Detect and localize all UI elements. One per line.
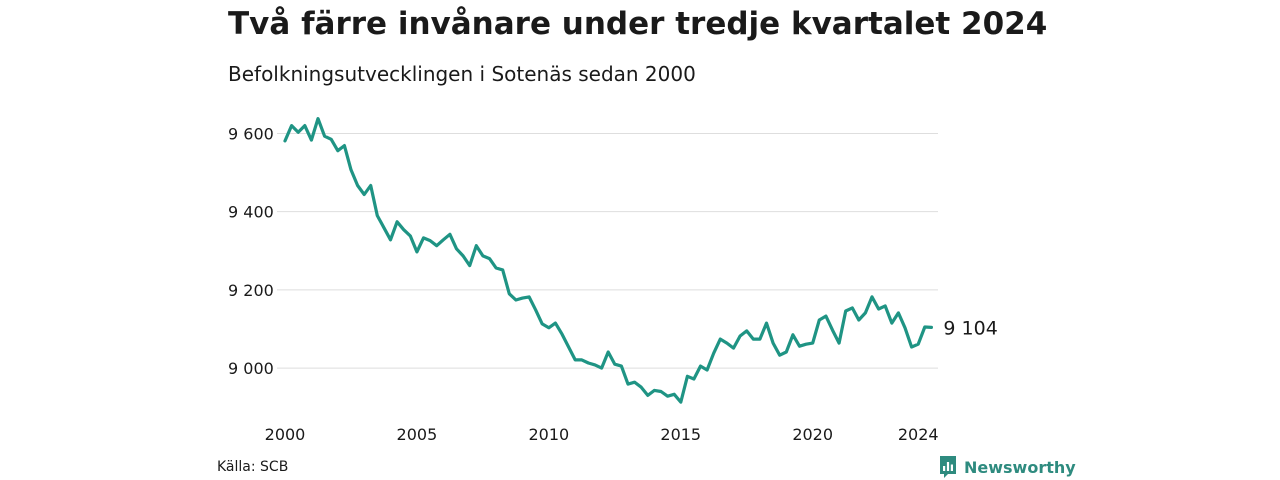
newsworthy-logo-icon: [940, 456, 956, 478]
x-tick-label: 2020: [792, 425, 833, 444]
x-tick-label: 2005: [397, 425, 438, 444]
chart-title: Två färre invånare under tredje kvartale…: [228, 6, 1048, 42]
y-tick-label: 9 600: [228, 124, 274, 143]
x-tick-label: 2000: [265, 425, 306, 444]
chart-subtitle: Befolkningsutvecklingen i Sotenäs sedan …: [228, 62, 696, 86]
y-tick-label: 9 400: [228, 203, 274, 222]
series-line: [283, 116, 934, 404]
y-tick-label: 9 000: [228, 359, 274, 378]
source-note: Källa: SCB: [217, 459, 289, 475]
x-tick-label: 2015: [660, 425, 701, 444]
x-tick-label: 2010: [528, 425, 569, 444]
y-tick-label: 9 200: [228, 281, 274, 300]
brand-name: Newsworthy: [964, 457, 1076, 477]
brand-logo: Newsworthy: [938, 455, 1076, 479]
end-value-label: 9 104: [943, 317, 997, 339]
x-tick-label: 2024: [898, 425, 939, 444]
